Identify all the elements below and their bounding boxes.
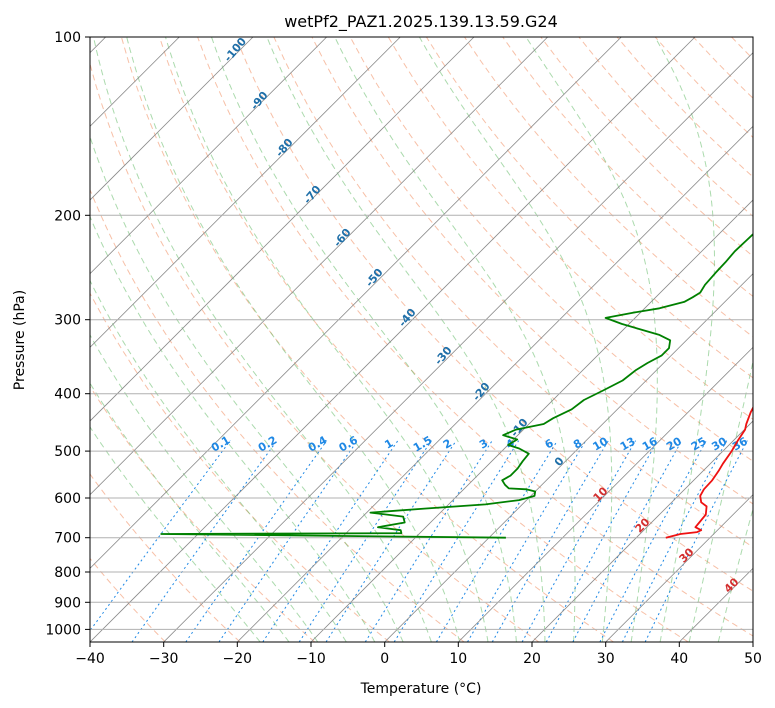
background-lines <box>90 37 753 642</box>
moist-adiabat-line <box>266 37 546 642</box>
mixing-ratio-line <box>621 440 728 642</box>
dry-adiabat-line <box>387 37 753 420</box>
dry-adiabat-line <box>159 37 689 642</box>
dry-adiabat-line <box>273 37 753 548</box>
isotherm-line <box>458 346 753 642</box>
moist-adiabat-line <box>126 37 461 642</box>
dry-adiabat-line <box>90 292 390 642</box>
moist-adiabat-line <box>90 215 376 642</box>
x-tick-label: 20 <box>523 651 541 667</box>
moist-adiabat-line <box>525 37 658 642</box>
x-tick-label: 50 <box>744 651 762 667</box>
moist-adiabat-line <box>93 37 432 642</box>
x-tick-label: 10 <box>449 651 467 667</box>
mixing-ratio-line <box>90 440 231 632</box>
y-tick-label: 300 <box>54 313 81 329</box>
dry-adiabat-line <box>235 37 753 592</box>
mixing-ratio-line <box>131 440 278 642</box>
plot-frame <box>89 36 754 643</box>
moist-adiabat-line <box>211 37 517 642</box>
dry-adiabat-line <box>425 37 753 379</box>
x-tick-label: −20 <box>223 651 253 667</box>
moist-adiabat-line <box>90 426 261 642</box>
dry-adiabat-line <box>90 62 540 642</box>
moist-adiabat-line <box>688 359 753 642</box>
isotherm-line <box>310 199 753 642</box>
y-tick-label: 1000 <box>45 622 81 638</box>
x-tick-label: 0 <box>380 651 389 667</box>
y-tick-label: 200 <box>54 208 81 224</box>
y-tick-label: 700 <box>54 531 81 547</box>
temperature-profile-line <box>665 405 753 539</box>
dewpoint-profile-line <box>160 232 753 539</box>
y-tick-label: 600 <box>54 491 81 507</box>
moist-adiabat-line <box>90 334 319 642</box>
mixing-ratio-line <box>545 440 659 642</box>
mixing-ratio-line <box>572 440 683 642</box>
dry-adiabat-line <box>90 385 316 642</box>
mixing-ratio-line <box>364 440 493 642</box>
isotherm-line <box>384 273 753 642</box>
x-tick-label: −10 <box>296 651 326 667</box>
y-axis-label: Pressure (hPa) <box>12 290 28 390</box>
moist-adiabat-line <box>165 37 489 642</box>
moist-adiabat-line <box>90 382 290 642</box>
dry-adiabat-line <box>90 473 241 642</box>
y-tick-label: 900 <box>54 595 81 611</box>
x-tick-label: −40 <box>75 651 105 667</box>
y-tick-label: 500 <box>54 444 81 460</box>
isotherm-line <box>90 37 548 496</box>
isotherm-line <box>90 37 622 569</box>
mixing-ratio-line <box>599 440 707 642</box>
isotherm-line <box>90 37 475 422</box>
dry-adiabat-line <box>311 37 753 505</box>
isotherm-line <box>90 37 401 348</box>
isotherm-line <box>90 37 327 275</box>
mixing-ratio-line <box>435 440 558 642</box>
axis-ticks: −40 −30 −20 −10 0 10 20 30 40 50 1000 900 800 700 600 5… <box>45 30 762 667</box>
isotherm-line <box>531 420 753 642</box>
dry-adiabat-line <box>120 37 614 642</box>
dry-adiabat-line <box>90 188 465 642</box>
mixing-ratio-line <box>262 440 399 642</box>
y-tick-label: 400 <box>54 387 81 403</box>
mixing-ratio-line <box>325 440 457 642</box>
moist-adiabat-line <box>90 135 404 642</box>
series-layer <box>160 232 753 539</box>
isotherm-line <box>90 37 254 201</box>
x-tick-label: 40 <box>670 651 688 667</box>
dry-adiabat-line <box>502 37 753 298</box>
mixing-ratio-line <box>298 440 432 642</box>
x-tick-label: 30 <box>597 651 615 667</box>
moist-adiabat-line <box>418 37 613 642</box>
isotherm-line <box>90 37 696 642</box>
isotherm-line <box>605 494 753 642</box>
x-axis-label: Temperature (°C) <box>360 681 482 697</box>
y-tick-label: 100 <box>54 30 81 46</box>
dry-adiabat-line <box>349 37 753 462</box>
y-tick-label: 800 <box>54 565 81 581</box>
chart-title: wetPf2_PAZ1.2025.139.13.59.G24 <box>284 12 558 32</box>
isotherm-line <box>237 125 753 642</box>
moist-adiabat-line <box>717 507 753 642</box>
isotherm-line <box>163 52 753 642</box>
mixing-ratio-line <box>393 440 520 642</box>
mixing-ratio-line <box>644 440 748 642</box>
moist-adiabat-line <box>334 37 576 642</box>
x-tick-label: −30 <box>149 651 179 667</box>
dry-adiabat-line <box>464 37 753 338</box>
moist-adiabat-line <box>654 37 716 642</box>
